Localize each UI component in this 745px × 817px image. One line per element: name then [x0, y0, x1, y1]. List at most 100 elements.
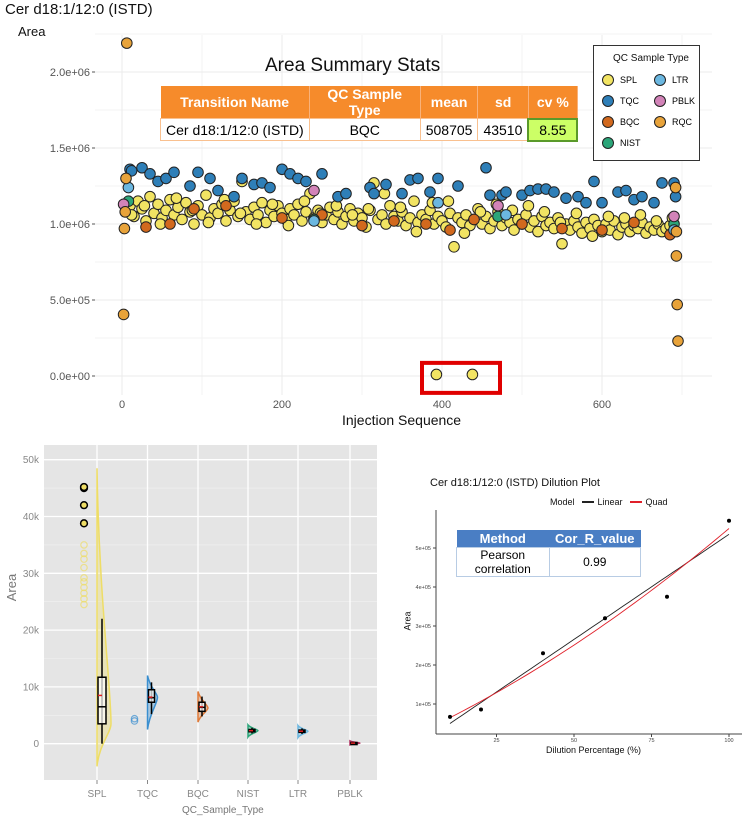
y-tick-label: 1e+05 — [416, 702, 431, 708]
legend-swatch — [602, 116, 614, 128]
legend-label: TQC — [620, 96, 639, 106]
group-tqc — [130, 675, 159, 730]
data-point — [80, 541, 88, 549]
point-tqc — [548, 186, 560, 198]
legend-title: QC Sample Type — [613, 53, 689, 64]
linear-fit-line — [449, 533, 730, 724]
point-tqc — [192, 166, 204, 179]
point-spl — [220, 215, 232, 227]
point-spl — [410, 225, 423, 238]
point-rqc — [670, 225, 683, 238]
legend-swatch — [654, 74, 666, 86]
y-tick-label: 2.0e+06 — [50, 67, 90, 79]
point-rqc — [117, 308, 130, 321]
data-point — [80, 600, 88, 609]
dilution-title: Cer d18:1/12:0 (ISTD) Dilution Plot — [430, 477, 600, 489]
x-tick-label: 600 — [593, 399, 611, 411]
y-tick-label: 4e+05 — [416, 585, 431, 591]
legend-linear: Linear — [597, 497, 623, 507]
point-rqc — [121, 37, 133, 49]
box-chart: 0 10k 20k 30k 40k 50k SPL TQC BQC NIST LTR PBLK — [23, 445, 377, 800]
point-spl — [234, 207, 247, 220]
x-tick-label: 0 — [119, 399, 125, 411]
dilution-point — [665, 594, 669, 599]
point-spl — [144, 190, 156, 203]
point-tqc — [620, 184, 632, 197]
data-point — [80, 583, 88, 592]
series-tqc — [124, 161, 682, 209]
header-transition-name: Transition Name — [160, 86, 310, 119]
point-tqc — [160, 172, 172, 185]
legend-swatch — [654, 95, 666, 107]
cell-transition-name: Cer d18:1/12:0 (ISTD) — [160, 118, 310, 141]
point-ltr — [308, 215, 320, 227]
data-point — [80, 589, 88, 597]
point-spl — [250, 218, 263, 230]
point-spl — [532, 225, 544, 238]
point-spl — [202, 216, 215, 229]
point-bqc — [356, 219, 368, 232]
point-tqc — [572, 190, 584, 203]
y-tick-label: 30k — [23, 569, 40, 580]
point-tqc — [136, 161, 148, 174]
legend-swatch — [602, 95, 614, 107]
point-pblk — [308, 184, 320, 197]
point-tqc — [452, 180, 464, 192]
outlier-point — [79, 500, 89, 510]
y-tick-label: 1.0e+06 — [50, 219, 90, 231]
outlier-point — [79, 482, 89, 492]
point-tqc — [484, 189, 496, 201]
dilution-x-label: Dilution Percentage (%) — [546, 745, 642, 755]
x-tick-label: 50 — [571, 738, 577, 744]
point-bqc — [628, 216, 640, 229]
group-ltr — [297, 723, 309, 741]
point-tqc — [340, 187, 352, 200]
box-panel — [44, 445, 377, 780]
cell-cv: 8.55 — [527, 117, 579, 142]
point-spl — [602, 210, 615, 223]
point-spl — [430, 368, 443, 381]
point-bqc — [468, 213, 480, 226]
point-bqc — [444, 224, 456, 236]
point-pblk — [492, 199, 504, 212]
point-rqc — [669, 181, 682, 194]
point-spl — [586, 230, 599, 242]
y-tick-label: 5.0e+05 — [50, 295, 90, 307]
point-spl — [176, 213, 188, 226]
header-method: Method — [456, 530, 550, 548]
point-rqc — [670, 250, 683, 262]
point-tqc — [144, 168, 156, 180]
legend-item-nist: NIST — [602, 137, 641, 149]
header-qc-sample-type: QC Sample Type — [309, 86, 421, 119]
point-spl — [538, 206, 551, 218]
dilution-point — [479, 707, 483, 712]
legend-item-tqc: TQC — [602, 95, 639, 107]
x-tick-label: 75 — [648, 738, 654, 744]
point-tqc — [636, 190, 648, 203]
dilution-point — [727, 518, 731, 523]
point-spl — [508, 224, 520, 236]
point-spl — [570, 207, 583, 220]
point-spl — [384, 199, 396, 212]
x-tick-label: SPL — [88, 789, 107, 800]
point-spl — [346, 209, 359, 221]
point-tqc — [432, 172, 444, 185]
point-rqc — [118, 222, 131, 235]
legend-label: SPL — [620, 75, 638, 85]
x-tick-label: NIST — [237, 789, 260, 800]
point-spl — [200, 189, 212, 201]
y-tick-label: 0.0e+00 — [50, 371, 90, 383]
highlight-box — [420, 360, 502, 395]
point-tqc — [396, 187, 408, 200]
point-ltr — [500, 209, 512, 221]
scatter-title: Cer d18:1/12:0 (ISTD) — [5, 1, 153, 18]
box — [97, 676, 107, 725]
point-spl — [634, 209, 647, 221]
point-spl — [266, 198, 279, 211]
dilution-y-label: Area — [402, 611, 413, 631]
point-tqc — [424, 186, 436, 198]
point-tqc — [412, 172, 424, 185]
series-rqc — [117, 37, 684, 347]
data-point — [80, 563, 88, 572]
correlation-header-row: Method Cor_R_value — [456, 530, 641, 548]
